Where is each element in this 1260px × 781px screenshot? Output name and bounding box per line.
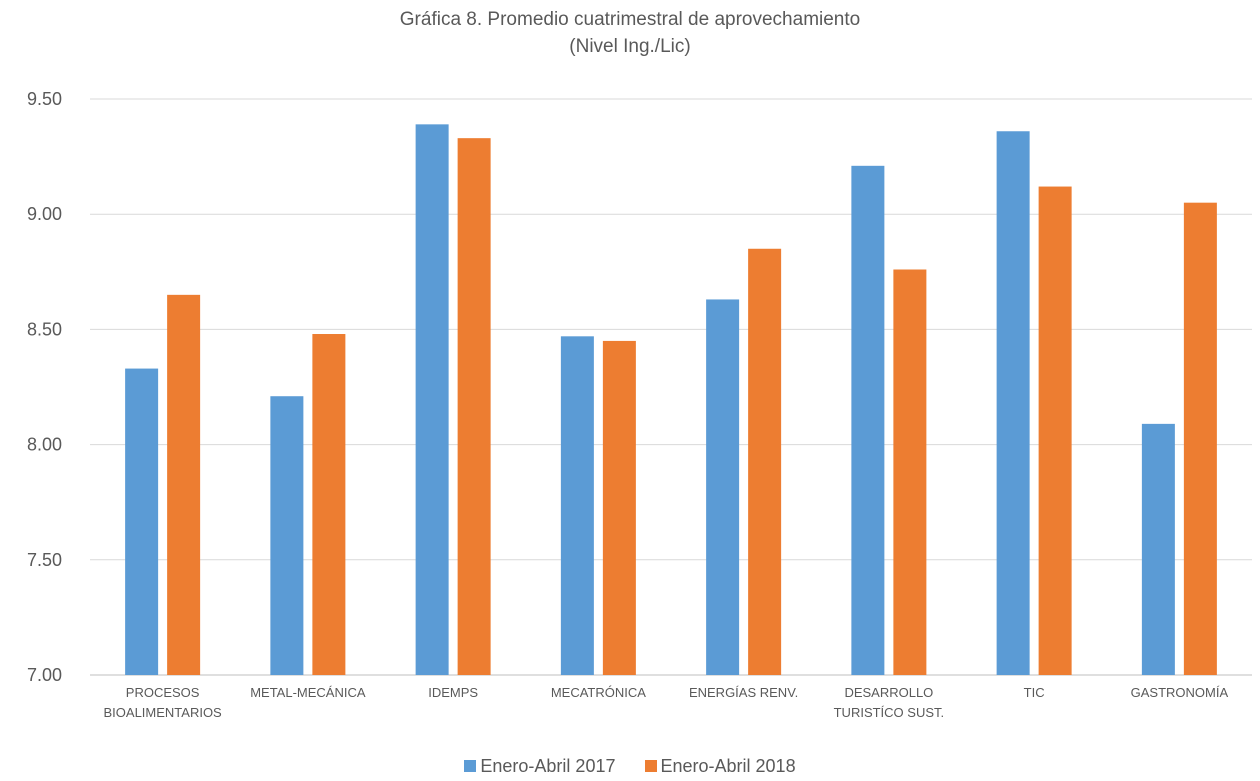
bar-2017 [125, 368, 159, 675]
x-tick-label: PROCESOS BIOALIMENTARIOS [104, 685, 223, 720]
chart-title: Gráfica 8. Promedio cuatrimestral de apr… [0, 6, 1260, 60]
bar-2017 [560, 336, 594, 675]
bar-2017 [1141, 423, 1175, 675]
bar-2018 [167, 294, 201, 675]
y-tick-label: 8.50 [27, 319, 62, 339]
y-tick-label: 7.00 [27, 665, 62, 685]
x-tick-label: METAL-MECÁNICA [250, 685, 366, 700]
x-tick-label: DESARROLLO TURISTÍCO SUST. [834, 685, 945, 720]
bar-2018 [893, 269, 927, 675]
x-axis: PROCESOS BIOALIMENTARIOS METAL-MECÁNICA IDE… [104, 685, 1229, 720]
bar-2018 [1183, 202, 1217, 675]
legend-item-2017: Enero-Abril 2017 [464, 756, 615, 777]
y-axis: 7.00 7.50 8.00 8.50 9.00 9.50 [27, 89, 62, 685]
x-tick-label: GASTRONOMÍA [1131, 685, 1229, 700]
chart-subtitle-line: (Nivel Ing./Lic) [569, 36, 691, 57]
bar-2018 [312, 334, 346, 675]
bar-2018 [457, 138, 491, 676]
legend-item-2018: Enero-Abril 2018 [644, 756, 796, 777]
x-tick-label: MECATRÓNICA [551, 685, 646, 700]
legend: Enero-Abril 2017 Enero-Abril 2018 [0, 756, 1260, 777]
bar-2017 [996, 131, 1030, 676]
x-tick-label: IDEMPS [428, 685, 478, 700]
bar-2017 [270, 396, 304, 675]
x-tick-label: ENERGÍAS RENV. [689, 685, 798, 700]
bar-2018 [748, 248, 782, 675]
bar-2017 [706, 299, 740, 675]
y-tick-label: 9.00 [27, 204, 62, 224]
legend-swatch-2017 [464, 760, 477, 772]
bar-2018 [602, 340, 636, 675]
y-tick-label: 7.50 [27, 550, 62, 570]
legend-swatch-2018 [644, 760, 657, 772]
legend-label-2018: Enero-Abril 2018 [660, 756, 796, 776]
chart-title-line: Gráfica 8. Promedio cuatrimestral de apr… [399, 9, 861, 30]
x-tick-label: TIC [1024, 685, 1045, 700]
bar-2018 [1038, 186, 1072, 675]
y-tick-label: 8.00 [27, 435, 62, 455]
gridlines [90, 98, 1252, 676]
bar-2017 [851, 165, 885, 676]
bar-2017 [415, 124, 449, 676]
legend-label-2017: Enero-Abril 2017 [480, 756, 616, 776]
bars [125, 124, 1217, 676]
y-tick-label: 9.50 [27, 89, 62, 109]
